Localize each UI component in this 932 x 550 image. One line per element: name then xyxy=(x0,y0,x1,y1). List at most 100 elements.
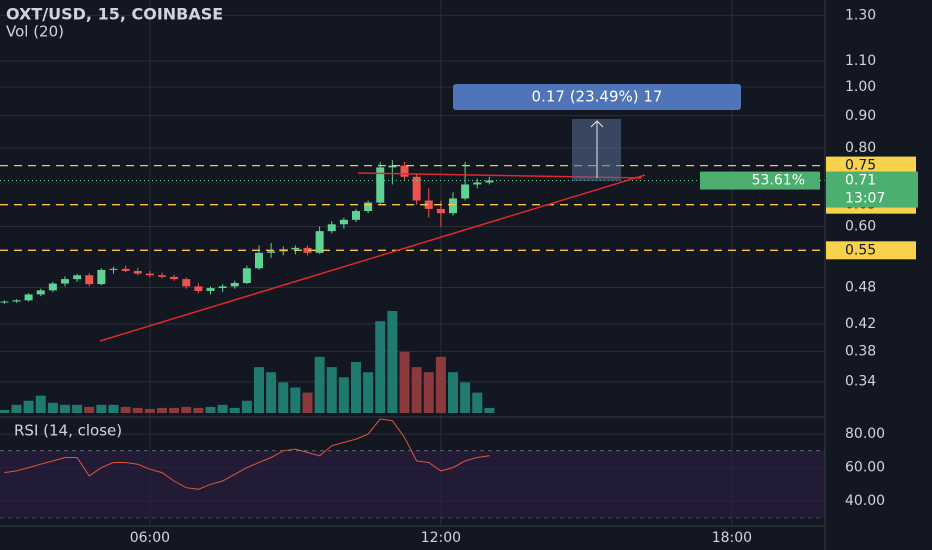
candle-body xyxy=(448,198,457,214)
candle-body xyxy=(242,268,251,283)
volume-bar xyxy=(108,404,119,413)
volume-bar xyxy=(169,407,180,413)
countdown-label: 13:07 xyxy=(845,191,885,207)
candle-body xyxy=(339,219,348,225)
candle-body xyxy=(485,180,494,183)
y-tick-label: 0.38 xyxy=(845,343,876,359)
y-tick-label: 0.80 xyxy=(845,140,876,156)
x-tick-label: 18:00 xyxy=(712,530,752,546)
candle-body xyxy=(48,283,57,291)
volume-bar xyxy=(399,351,410,413)
candle-body xyxy=(254,252,263,269)
volume-bar xyxy=(423,372,434,413)
volume-bar xyxy=(23,400,34,413)
candle-body xyxy=(24,294,33,301)
candle-body xyxy=(424,200,433,209)
candle-body xyxy=(36,290,45,295)
change-box xyxy=(700,171,820,190)
measure-arrow-head xyxy=(590,120,604,128)
candle-body xyxy=(400,165,409,177)
y-tick-label: 0.90 xyxy=(845,108,876,124)
volume-bar xyxy=(181,406,192,413)
volume-bar xyxy=(435,356,446,413)
volume-bar xyxy=(0,409,10,413)
candle-body xyxy=(436,208,445,214)
candle-body xyxy=(170,276,179,280)
labels: 1.30 1.10 1.00 0.90 0.80 0.60 0.48 0.42 0.38 0.34… xyxy=(130,7,918,546)
volume-bar xyxy=(11,404,22,413)
candle-body xyxy=(60,279,69,284)
volume-bar xyxy=(278,382,289,413)
volume-bar xyxy=(472,392,483,413)
volume-bar xyxy=(253,367,264,413)
volume-bar xyxy=(266,372,277,413)
level-label-box xyxy=(826,156,916,175)
volume-bar xyxy=(84,406,95,413)
candle-body xyxy=(473,182,482,185)
volume-bar xyxy=(314,356,325,413)
candle-body xyxy=(230,282,239,287)
candle-body xyxy=(218,286,227,289)
volume-bar xyxy=(460,382,471,413)
x-tick-label: 12:00 xyxy=(421,530,461,546)
x-tick-label: 06:00 xyxy=(130,530,170,546)
volume-bar xyxy=(411,367,422,413)
candle-body xyxy=(461,184,470,199)
y-tick-label: 0.60 xyxy=(845,219,876,235)
marks xyxy=(0,160,825,490)
chart-title: OXT/USD, 15, COINBASE xyxy=(6,5,223,24)
trend-line xyxy=(99,174,646,342)
candle-body xyxy=(145,273,154,276)
last-price-box xyxy=(826,171,918,208)
candle-body xyxy=(85,275,94,285)
level-label: 0.75 xyxy=(845,158,876,174)
candle-body xyxy=(291,247,300,250)
y-tick-label: 0.48 xyxy=(845,280,876,296)
y-tick-label: 0.34 xyxy=(845,374,876,390)
candle-body xyxy=(206,288,215,291)
volume-bar xyxy=(229,407,240,413)
volume-bar xyxy=(350,362,361,413)
candle-body xyxy=(12,300,21,302)
candle-body xyxy=(267,251,276,253)
volume-bar xyxy=(326,367,337,413)
volume-bar xyxy=(144,408,155,413)
volume-bar xyxy=(375,321,386,413)
y-tick-label: 1.10 xyxy=(845,53,876,69)
candle-body xyxy=(327,224,336,232)
candle-body xyxy=(303,247,312,253)
volume-bar xyxy=(363,372,374,413)
volume-bar xyxy=(59,404,70,413)
rsi-line xyxy=(4,418,490,490)
change-label: 53.61% xyxy=(752,173,805,189)
volume-bar xyxy=(35,395,46,413)
candle-body xyxy=(364,202,373,212)
candle-body xyxy=(133,270,142,274)
volume-bar xyxy=(120,406,131,413)
last-price-label: 0.71 xyxy=(845,173,876,189)
rsi-tick-label: 80.00 xyxy=(845,426,885,442)
volume-bar xyxy=(193,407,204,413)
rsi-tick-label: 60.00 xyxy=(845,460,885,476)
volume-title: Vol (20) xyxy=(6,23,64,41)
y-tick-label: 0.42 xyxy=(845,316,876,332)
candle-body xyxy=(157,275,166,277)
rsi-title: RSI (14, close) xyxy=(14,422,122,440)
volume-bar xyxy=(484,407,495,413)
volume-bar xyxy=(387,311,398,413)
volume-bar xyxy=(132,407,143,413)
volume-bar xyxy=(47,402,58,413)
candle-body xyxy=(388,165,397,168)
candle-body xyxy=(97,269,106,285)
candle-body xyxy=(182,279,191,287)
level-label: 0.55 xyxy=(845,242,876,258)
candle-body xyxy=(376,167,385,203)
volume-bar xyxy=(338,377,349,413)
candle-body xyxy=(351,211,360,220)
candle-body xyxy=(121,268,130,271)
measure-label: 0.17 (23.49%) 17 xyxy=(532,88,663,106)
candle-body xyxy=(0,301,9,303)
volume-bar xyxy=(302,392,313,413)
